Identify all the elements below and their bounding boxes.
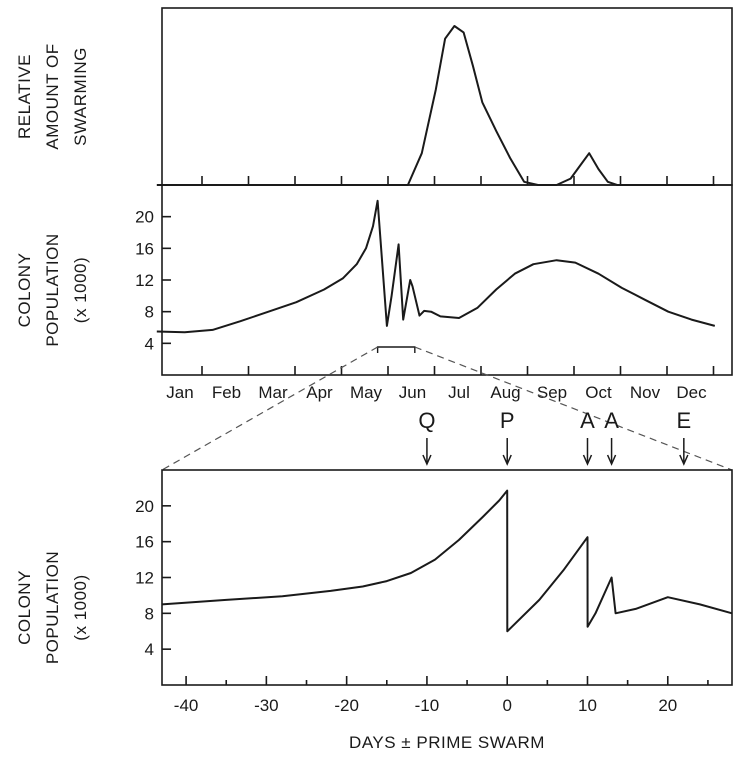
event-marker-arrow-head [422,454,432,466]
zoom-dash-right [414,346,733,471]
annual-y-tick-label: 16 [135,239,154,258]
annual-x-tick-label: Apr [306,383,333,402]
event-marker-arrow-head [502,454,512,466]
annual-y-tick-label: 8 [145,303,154,322]
event-marker-arrow-head [679,454,689,466]
event-marker-label: P [500,408,515,433]
event-marker-label: Q [418,408,435,433]
annual-y-label: POPULATION [43,233,62,346]
detail-y-tick-label: 4 [145,640,154,659]
swarming-curve [156,25,715,186]
event-marker-arrow-head [606,454,617,466]
detail-y-tick-label: 16 [135,533,154,552]
annual-x-tick-label: Nov [630,383,661,402]
event-marker-label: E [676,408,691,433]
annual-y-tick-label: 12 [135,271,154,290]
detail-y-label: COLONY [15,570,34,645]
detail-y-tick-label: 12 [135,569,154,588]
detail-y-label: POPULATION [43,551,62,664]
annual-x-tick-label: Oct [585,383,612,402]
detail-frame [161,469,733,686]
annual-x-tick-label: Jun [399,383,426,402]
detail-x-tick-label: -40 [174,696,199,715]
swarming-panel: RELATIVE AMOUNT OF SWARMING [15,7,733,186]
swarming-y-label: AMOUNT OF [43,43,62,149]
zoom-bracket [376,346,416,353]
event-marker-arrow-head [582,454,593,466]
event-marker-label: A [580,408,595,433]
annual-x-tick-label: Dec [676,383,707,402]
detail-y-tick-label: 20 [135,497,154,516]
detail-y-label: (x 1000) [71,574,90,640]
annual-x-tick-label: Jul [448,383,470,402]
annual-y-tick-label: 20 [135,208,154,227]
detail-population-curve [161,489,733,633]
annual-x-tick-label: Jan [166,383,193,402]
annual-y-tick-label: 4 [145,334,154,353]
annual-x-tick-label: May [350,383,383,402]
detail-x-tick-label: -20 [334,696,359,715]
annual-x-tick-label: Sep [537,383,567,402]
annual-population-curve [156,199,716,334]
detail-x-tick-label: 0 [502,696,511,715]
swarming-y-label: SWARMING [71,47,90,146]
annual-frame [161,184,733,376]
detail-x-tick-label: -30 [254,696,279,715]
detail-x-tick-label: 20 [658,696,677,715]
annual-population-panel: 4 8 12 16 20 Jan Feb Mar Apr May Jun Jul Aug Sep Oct No… [15,184,733,402]
zoom-connector [161,346,733,471]
annual-y-label: COLONY [15,253,34,328]
annual-x-tick-label: Mar [258,383,288,402]
zoom-dash-left [161,346,378,471]
detail-y-tick-label: 8 [145,604,154,623]
detail-x-tick-label: 10 [578,696,597,715]
event-marker-label: A [604,408,619,433]
annual-x-tick-label: Feb [212,383,241,402]
detail-population-panel: 4 8 12 16 20 -40 -30 -20 -10 0 10 20 Q P A A E COLONY POPU… [15,408,733,752]
annual-y-label: (x 1000) [71,257,90,323]
detail-x-tick-label: -10 [415,696,440,715]
annual-x-tick-label: Aug [490,383,520,402]
swarming-y-label: RELATIVE [15,54,34,139]
detail-x-label: DAYS ± PRIME SWARM [349,733,545,752]
